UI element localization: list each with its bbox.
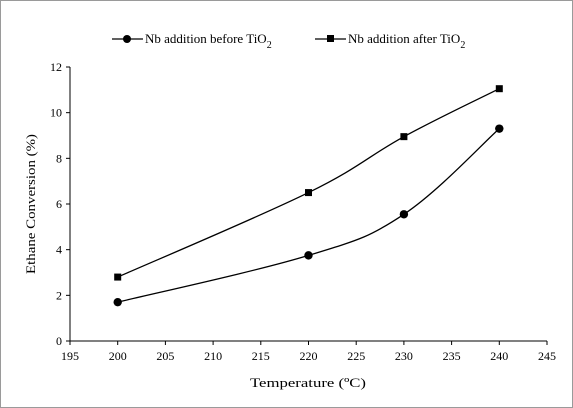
- y-tick-label: 6: [56, 197, 62, 211]
- x-ticks: 195 200 205 210 215 220 225 230 235 240 245: [61, 341, 556, 363]
- y-tick-label: 8: [56, 151, 62, 165]
- x-tick-label: 235: [443, 349, 461, 363]
- x-tick-label: 245: [538, 349, 556, 363]
- legend-label-before-main: Nb addition before TiO: [145, 31, 267, 46]
- legend-label-after-sub: 2: [460, 40, 465, 51]
- x-tick-label: 205: [156, 349, 174, 363]
- x-tick-label: 220: [300, 349, 318, 363]
- y-tick-label: 10: [50, 106, 62, 120]
- y-axis-label: Ethane Conversion (%): [23, 134, 38, 274]
- data-point-before: [304, 251, 313, 260]
- data-point-before: [495, 124, 504, 133]
- x-tick-label: 230: [395, 349, 413, 363]
- series-lines: [117, 88, 500, 303]
- x-tick-label: 195: [61, 349, 79, 363]
- legend-marker-before: [123, 35, 131, 43]
- legend: Nb addition before TiO2 Nb addition afte…: [112, 31, 465, 51]
- data-point-after: [305, 189, 312, 197]
- x-tick-label: 240: [490, 349, 508, 363]
- data-point-before: [399, 210, 409, 219]
- y-tick-label: 2: [56, 288, 62, 302]
- x-tick-label: 215: [252, 349, 270, 363]
- series-line-before: [117, 128, 500, 303]
- y-ticks: 0 2 4 6 8 10 12: [50, 60, 70, 348]
- data-point-before: [113, 297, 122, 307]
- series-markers: [113, 85, 504, 307]
- data-point-after: [114, 273, 122, 281]
- x-tick-label: 200: [109, 349, 127, 363]
- legend-label-after: Nb addition after TiO2: [348, 31, 465, 51]
- legend-label-before: Nb addition before TiO2: [145, 31, 272, 51]
- data-point-after: [495, 85, 503, 93]
- y-tick-label: 0: [56, 334, 62, 348]
- legend-label-before-sub: 2: [267, 40, 272, 51]
- legend-marker-after: [327, 35, 334, 42]
- legend-label-after-main: Nb addition after TiO: [348, 31, 460, 46]
- x-tick-label: 225: [347, 349, 365, 363]
- x-tick-label: 210: [204, 349, 222, 363]
- y-tick-label: 12: [50, 60, 62, 74]
- y-tick-label: 4: [56, 243, 62, 257]
- x-axis-label: Temperature (ºC): [250, 375, 366, 390]
- data-point-after: [400, 133, 408, 141]
- series-line-after: [117, 88, 500, 278]
